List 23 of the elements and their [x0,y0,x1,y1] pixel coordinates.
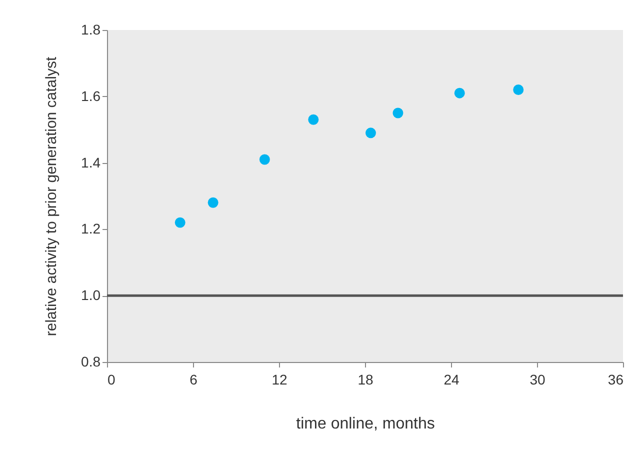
y-tick-label: 1.6 [81,88,101,104]
x-axis-title: time online, months [296,416,435,432]
point [308,114,319,125]
y-tick-label: 1.0 [81,287,101,304]
point [174,217,186,228]
y-tick-label: 1.4 [81,154,101,170]
x-tick-label: 12 [272,372,288,388]
x-tick-label: 30 [530,372,546,388]
x-tick-label: 24 [444,372,460,388]
y-tick-label: 0.8 [81,354,101,370]
x-tick-label: 6 [190,372,198,388]
y-axis-title: relative activity to prior generation catalyst [43,56,60,336]
x-tick-label: 0 [108,372,116,388]
y-tick-label: 1.2 [81,220,101,237]
x-tick-label: 36 [608,372,624,388]
y-tick-label: 1.8 [81,22,101,38]
point [208,197,218,208]
point [392,108,404,118]
point [454,88,465,98]
x-tick-label: 18 [358,372,374,388]
point [513,84,524,95]
point [259,154,270,165]
point [365,128,376,138]
